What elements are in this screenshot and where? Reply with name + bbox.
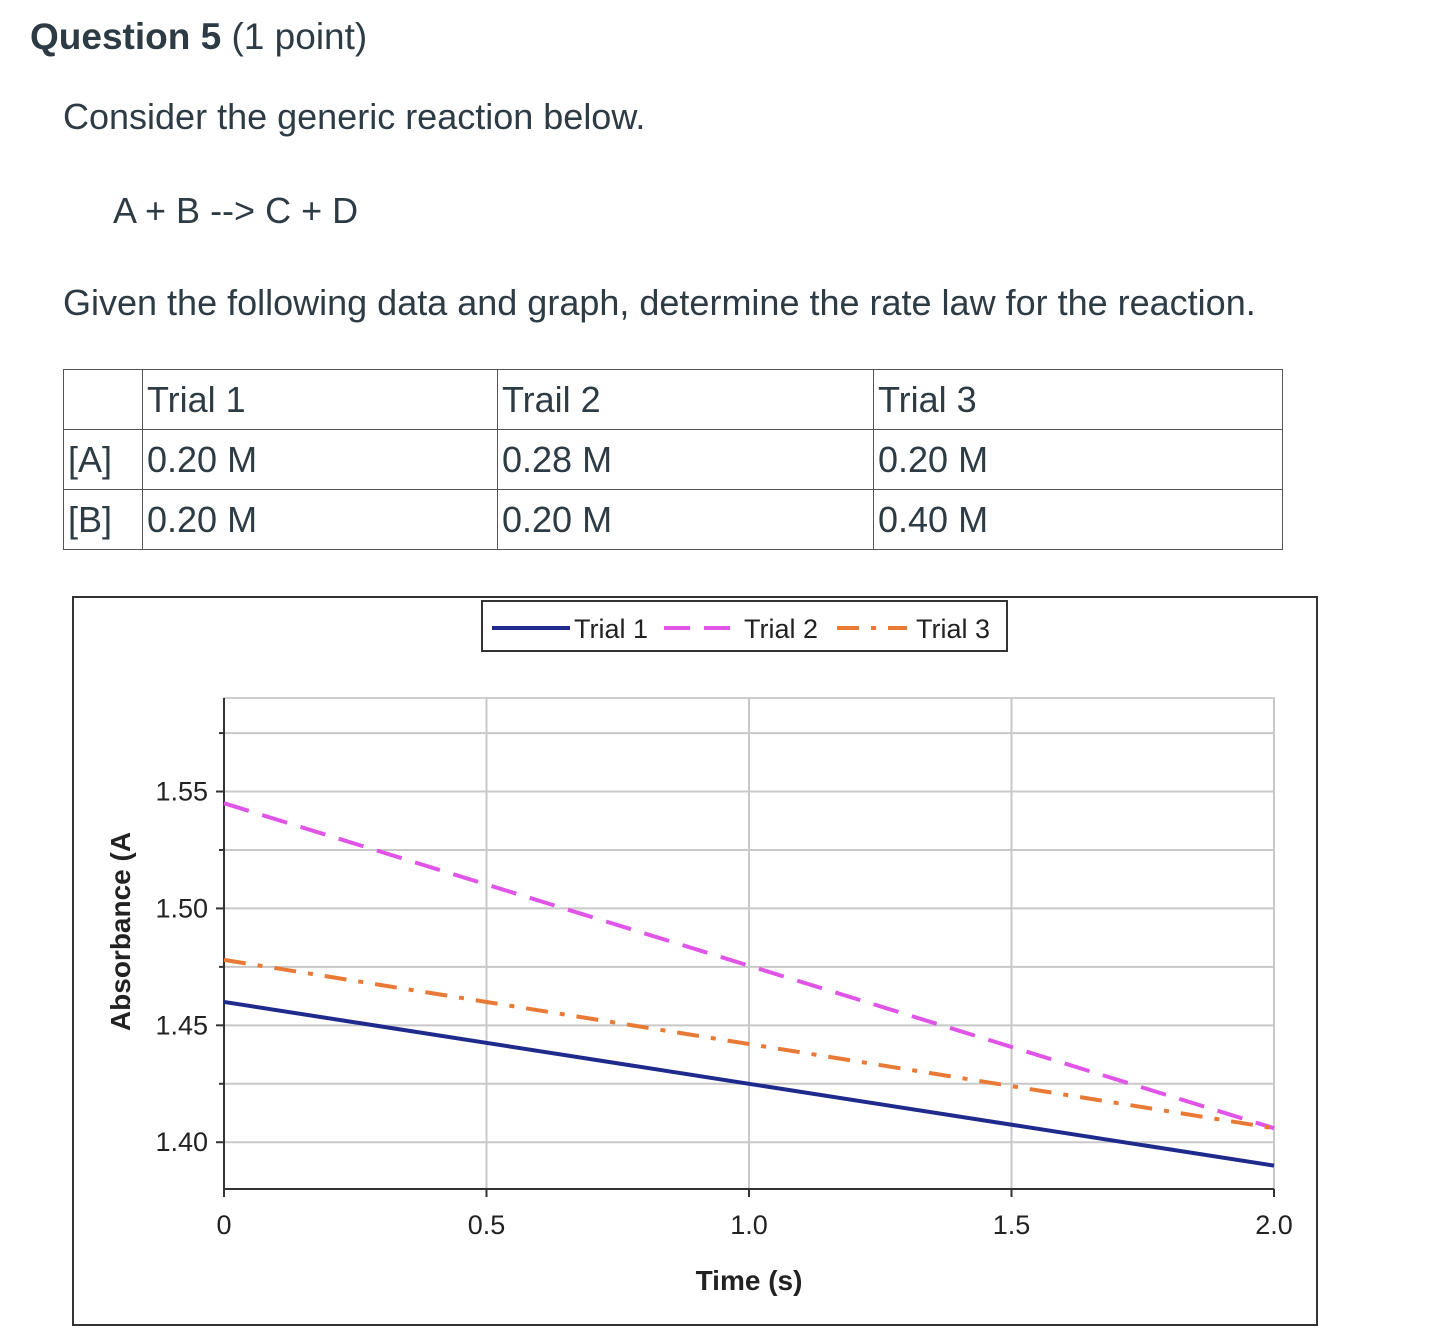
y-tick-label: 1.40 xyxy=(155,1127,208,1157)
x-tick-label: 0 xyxy=(216,1210,231,1240)
series-line-trial-2 xyxy=(223,801,1275,1131)
question-points: (1 point) xyxy=(231,16,368,57)
table-header-cell xyxy=(63,369,143,430)
y-axis-label: Absorbance (A xyxy=(105,832,136,1031)
table-row-label: [A] xyxy=(63,429,143,490)
table-cell: 0.20 M xyxy=(873,429,1283,490)
table-header-cell: Trial 3 xyxy=(873,369,1283,430)
reaction-equation: A + B --> C + D xyxy=(113,190,359,231)
table-cell: 0.40 M xyxy=(873,489,1283,550)
x-axis-label: Time (s) xyxy=(696,1265,803,1296)
prompt-intro: Consider the generic reaction below. xyxy=(63,96,646,137)
y-tick-label: 1.50 xyxy=(155,893,208,923)
concentration-table: Trial 1 Trail 2 Trial 3 [A] 0.20 M 0.28 … xyxy=(63,369,1283,550)
absorbance-chart: 1.40 1.45 1.50 1.55 0 0.5 1.0 1.5 2.0 Time (s) Abs… xyxy=(72,596,1318,1326)
x-tick-label: 1.5 xyxy=(993,1210,1031,1240)
table-cell: 0.20 M xyxy=(142,429,498,490)
table-cell: 0.20 M xyxy=(142,489,498,550)
legend-label: Trial 3 xyxy=(916,614,990,644)
legend-label: Trial 1 xyxy=(574,614,648,644)
table-row: [A] 0.20 M 0.28 M 0.20 M xyxy=(63,429,1283,490)
legend-label: Trial 2 xyxy=(744,614,818,644)
table-cell: 0.28 M xyxy=(497,429,874,490)
table-header-row: Trial 1 Trail 2 Trial 3 xyxy=(63,369,1283,430)
table-header-cell: Trial 1 xyxy=(142,369,498,430)
table-header-cell: Trail 2 xyxy=(497,369,874,430)
table-row-label: [B] xyxy=(63,489,143,550)
y-tick-label: 1.45 xyxy=(155,1010,208,1040)
question-title: Question 5 xyxy=(30,16,222,57)
x-tick-label: 0.5 xyxy=(468,1210,506,1240)
table-row: [B] 0.20 M 0.20 M 0.40 M xyxy=(63,489,1283,550)
x-tick-label: 2.0 xyxy=(1255,1210,1293,1240)
series-line-trial-1 xyxy=(223,999,1275,1168)
series-line-trial-3 xyxy=(223,957,1275,1131)
prompt-instruction: Given the following data and graph, dete… xyxy=(63,282,1256,323)
chart-svg: 1.40 1.45 1.50 1.55 0 0.5 1.0 1.5 2.0 Time (s) Abs… xyxy=(105,600,1293,1296)
x-tick-label: 1.0 xyxy=(730,1210,768,1240)
question-header: Question 5 (1 point) xyxy=(30,16,367,58)
table-cell: 0.20 M xyxy=(497,489,874,550)
y-tick-label: 1.55 xyxy=(155,777,208,807)
